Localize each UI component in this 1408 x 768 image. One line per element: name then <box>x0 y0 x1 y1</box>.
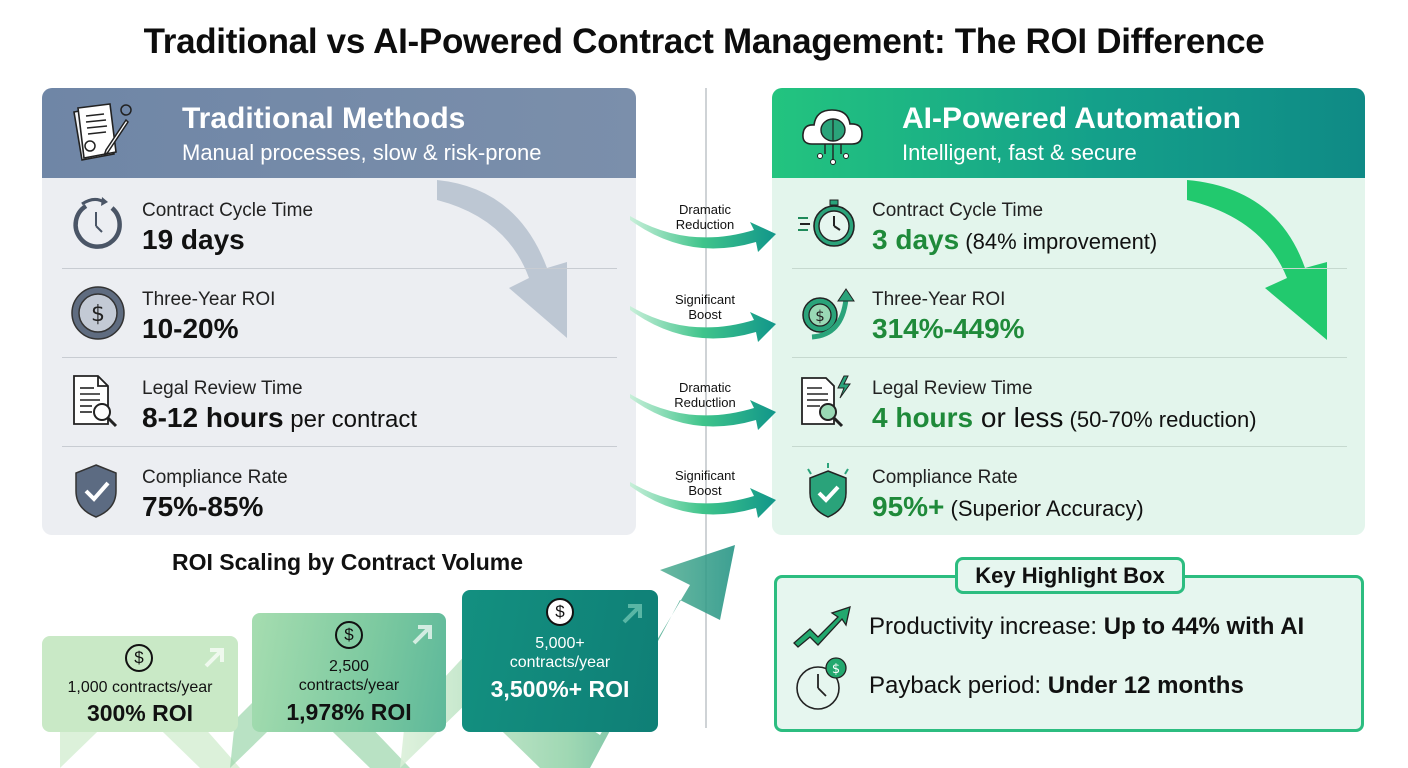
traditional-subtitle: Manual processes, slow & risk-prone <box>182 140 542 165</box>
up-right-arrow-icon <box>204 648 224 668</box>
page-title: Traditional vs AI-Powered Contract Manag… <box>143 22 1265 61</box>
clock-dollar-icon: $ <box>796 657 847 710</box>
traditional-header: Traditional Methods Manual processes, sl… <box>42 88 636 178</box>
dollar-circle-icon: $ <box>125 644 153 672</box>
svg-text:$: $ <box>815 307 825 325</box>
ai-subtitle: Intelligent, fast & secure <box>902 140 1137 165</box>
ai-metric-cycle-time: Contract Cycle Time 3 days (84% improvem… <box>792 180 1347 269</box>
connector-legal-review: Dramatic Reductlion <box>628 380 778 460</box>
dollar-coin-icon: $ <box>68 283 128 343</box>
clock-cycle-icon <box>68 194 128 254</box>
ai-header: AI-Powered Automation Intelligent, fast … <box>772 88 1365 178</box>
trad-metric-legal-review: Legal Review Time 8-12 hours per contrac… <box>62 358 617 447</box>
shield-check-icon <box>68 461 128 521</box>
connector-roi: Significant Boost <box>628 292 778 372</box>
trad-metric-cycle-time: Contract Cycle Time 19 days <box>62 180 617 269</box>
key-highlight-title: Key Highlight Box <box>955 557 1185 594</box>
ai-title: AI-Powered Automation <box>902 102 1241 135</box>
ai-metric-compliance: Compliance Rate 95%+ (Superior Accuracy) <box>792 447 1347 535</box>
dollar-growth-icon: $ <box>798 283 858 343</box>
curved-down-arrow-icon <box>437 180 567 338</box>
dollar-circle-icon: $ <box>335 621 363 649</box>
roi-scaling-title: ROI Scaling by Contract Volume <box>172 549 524 575</box>
svg-text:$: $ <box>91 302 105 327</box>
up-right-arrow-icon <box>622 604 642 624</box>
curved-right-arrow-icon <box>630 306 776 342</box>
cloud-brain-icon <box>798 98 868 168</box>
center-divider <box>705 88 707 728</box>
curved-down-arrow-icon <box>1187 180 1327 340</box>
contract-document-gear-icon <box>68 98 138 168</box>
up-right-arrow-icon <box>412 625 432 645</box>
dollar-circle-icon: $ <box>546 598 574 626</box>
connector-cycle-time: Dramatic Reduction <box>628 202 778 282</box>
ai-metric-roi: $ Three-Year ROI 314%-449% <box>792 269 1347 358</box>
document-search-icon <box>68 372 128 432</box>
trad-metric-roi: $ Three-Year ROI 10-20% <box>62 269 617 358</box>
curved-right-arrow-icon <box>630 216 776 252</box>
roi-card-5000: $ 5,000+ contracts/year 3,500%+ ROI <box>462 590 658 732</box>
ai-metric-legal-review: Legal Review Time 4 hours or less (50-70… <box>792 358 1347 447</box>
svg-text:$: $ <box>832 662 840 677</box>
highlight-productivity: Productivity increase: Up to 44% with AI <box>792 603 1352 653</box>
traditional-title: Traditional Methods <box>182 102 466 135</box>
trad-metric-compliance: Compliance Rate 75%-85% <box>62 447 617 535</box>
connector-compliance: Significant Boost <box>628 468 778 548</box>
ai-panel: AI-Powered Automation Intelligent, fast … <box>772 88 1365 535</box>
curved-right-arrow-icon <box>630 482 776 518</box>
traditional-panel: Traditional Methods Manual processes, sl… <box>42 88 636 535</box>
shield-check-icon <box>798 461 858 521</box>
curved-right-arrow-icon <box>630 394 776 430</box>
trending-up-arrow-icon <box>793 606 851 648</box>
roi-card-1000: $ 1,000 contracts/year 300% ROI <box>42 636 238 732</box>
roi-card-2500: $ 2,500 contracts/year 1,978% ROI <box>252 613 446 732</box>
document-lightning-search-icon <box>798 372 858 432</box>
key-highlight-box <box>774 575 1364 732</box>
highlight-payback: $ Payback period: Under 12 months <box>792 657 1352 712</box>
stopwatch-icon <box>798 194 858 254</box>
